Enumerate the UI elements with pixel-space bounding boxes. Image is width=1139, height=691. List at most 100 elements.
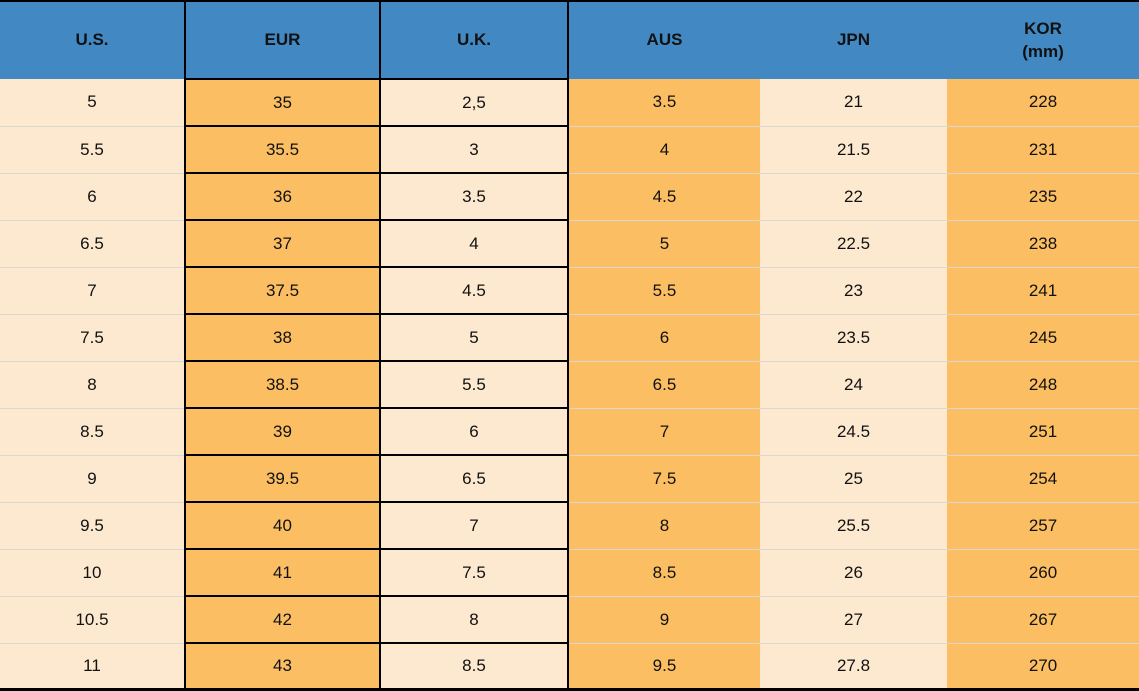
cell-us: 9 xyxy=(0,454,185,502)
column-header-uk: U.K. xyxy=(379,0,569,80)
cell-kor: 231 xyxy=(947,125,1139,173)
cell-jpn: 22.5 xyxy=(760,219,947,267)
column-header-aus: AUS xyxy=(568,1,760,79)
cell-us: 7 xyxy=(0,266,185,314)
cell-jpn: 24.5 xyxy=(760,407,947,455)
cell-eur: 38 xyxy=(184,313,381,362)
cell-us: 8 xyxy=(0,360,185,408)
cell-eur: 41 xyxy=(184,548,381,597)
cell-aus: 8.5 xyxy=(568,548,760,596)
cell-uk: 3 xyxy=(379,125,569,174)
cell-us: 9.5 xyxy=(0,501,185,549)
cell-eur: 42 xyxy=(184,595,381,644)
cell-us: 5 xyxy=(0,79,185,126)
cell-uk: 7 xyxy=(379,501,569,550)
cell-uk: 2,5 xyxy=(379,78,569,127)
cell-eur: 40 xyxy=(184,501,381,550)
cell-aus: 9.5 xyxy=(568,642,760,690)
column-header-label: KOR xyxy=(1024,18,1062,38)
cell-kor: 254 xyxy=(947,454,1139,502)
table-row: 10 41 7.5 8.5 26 260 xyxy=(0,548,1139,597)
column-header-label: U.K. xyxy=(457,29,491,49)
cell-jpn: 21 xyxy=(760,79,947,126)
table-header: U.S. EUR U.K. AUS JPN KOR (mm) xyxy=(0,0,1139,80)
cell-eur: 39.5 xyxy=(184,454,381,503)
cell-uk: 7.5 xyxy=(379,548,569,597)
cell-kor: 235 xyxy=(947,172,1139,220)
cell-eur: 35.5 xyxy=(184,125,381,174)
cell-kor: 238 xyxy=(947,219,1139,267)
cell-us: 6.5 xyxy=(0,219,185,267)
cell-kor: 267 xyxy=(947,595,1139,643)
cell-eur: 38.5 xyxy=(184,360,381,409)
cell-jpn: 25.5 xyxy=(760,501,947,549)
cell-aus: 7 xyxy=(568,407,760,455)
cell-us: 10.5 xyxy=(0,595,185,643)
column-header-eur: EUR xyxy=(184,0,381,80)
cell-uk: 5.5 xyxy=(379,360,569,409)
cell-uk: 8.5 xyxy=(379,642,569,691)
cell-aus: 6.5 xyxy=(568,360,760,408)
cell-jpn: 22 xyxy=(760,172,947,220)
cell-jpn: 24 xyxy=(760,360,947,408)
table-row: 8.5 39 6 7 24.5 251 xyxy=(0,407,1139,456)
cell-jpn: 27.8 xyxy=(760,642,947,690)
table-row: 7 37.5 4.5 5.5 23 241 xyxy=(0,266,1139,315)
table-row: 9.5 40 7 8 25.5 257 xyxy=(0,501,1139,550)
cell-kor: 260 xyxy=(947,548,1139,596)
cell-eur: 37.5 xyxy=(184,266,381,315)
cell-kor: 248 xyxy=(947,360,1139,408)
cell-uk: 6 xyxy=(379,407,569,456)
cell-uk: 8 xyxy=(379,595,569,644)
cell-aus: 6 xyxy=(568,313,760,361)
cell-eur: 37 xyxy=(184,219,381,268)
column-header-label: EUR xyxy=(264,29,301,49)
cell-aus: 9 xyxy=(568,595,760,643)
cell-eur: 39 xyxy=(184,407,381,456)
cell-aus: 5 xyxy=(568,219,760,267)
cell-jpn: 25 xyxy=(760,454,947,502)
cell-aus: 4.5 xyxy=(568,172,760,220)
table-row: 7.5 38 5 6 23.5 245 xyxy=(0,313,1139,362)
cell-eur: 35 xyxy=(184,78,381,127)
cell-aus: 4 xyxy=(568,125,760,173)
cell-us: 6 xyxy=(0,172,185,220)
cell-jpn: 21.5 xyxy=(760,125,947,173)
table-row: 8 38.5 5.5 6.5 24 248 xyxy=(0,360,1139,409)
column-header-sublabel: (mm) xyxy=(1022,41,1064,61)
cell-uk: 4.5 xyxy=(379,266,569,315)
cell-kor: 257 xyxy=(947,501,1139,549)
table-row: 11 43 8.5 9.5 27.8 270 xyxy=(0,642,1139,691)
cell-eur: 36 xyxy=(184,172,381,221)
cell-us: 11 xyxy=(0,642,185,690)
cell-jpn: 27 xyxy=(760,595,947,643)
cell-kor: 228 xyxy=(947,79,1139,126)
cell-us: 10 xyxy=(0,548,185,596)
cell-kor: 245 xyxy=(947,313,1139,361)
column-header-kor: KOR (mm) xyxy=(947,1,1139,79)
table-row: 5.5 35.5 3 4 21.5 231 xyxy=(0,125,1139,174)
cell-eur: 43 xyxy=(184,642,381,691)
table-row: 9 39.5 6.5 7.5 25 254 xyxy=(0,454,1139,503)
cell-jpn: 26 xyxy=(760,548,947,596)
cell-kor: 251 xyxy=(947,407,1139,455)
cell-us: 7.5 xyxy=(0,313,185,361)
cell-jpn: 23.5 xyxy=(760,313,947,361)
cell-aus: 7.5 xyxy=(568,454,760,502)
table-body: 5 35 2,5 3.5 21 228 5.5 35.5 3 4 21.5 231 6 36 3.5 4.5 2… xyxy=(0,78,1139,691)
column-header-label: JPN xyxy=(836,30,871,50)
table-row: 6.5 37 4 5 22.5 238 xyxy=(0,219,1139,268)
cell-kor: 270 xyxy=(947,642,1139,690)
column-header-label: AUS xyxy=(646,30,683,50)
header-row: U.S. EUR U.K. AUS JPN KOR (mm) xyxy=(0,0,1139,80)
cell-uk: 6.5 xyxy=(379,454,569,503)
cell-us: 5.5 xyxy=(0,125,185,173)
cell-kor: 241 xyxy=(947,266,1139,314)
cell-jpn: 23 xyxy=(760,266,947,314)
cell-uk: 5 xyxy=(379,313,569,362)
cell-uk: 4 xyxy=(379,219,569,268)
cell-uk: 3.5 xyxy=(379,172,569,221)
table-row: 10.5 42 8 9 27 267 xyxy=(0,595,1139,644)
